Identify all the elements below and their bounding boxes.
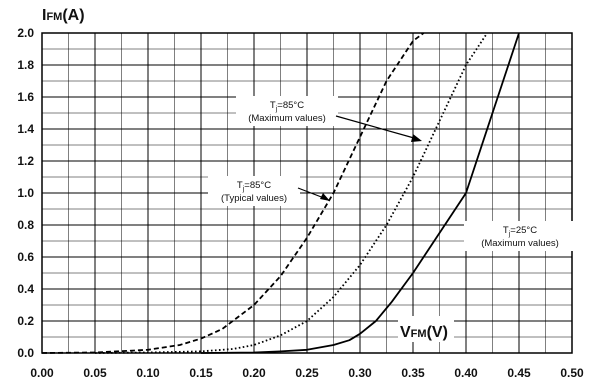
x-tick-label: 0.20: [242, 366, 266, 380]
y-axis-label: IFM(A): [42, 7, 85, 24]
series-dashed-line: [41, 32, 425, 354]
annotation-typical-85-sub: (Typical values): [221, 193, 287, 204]
x-tick-label: 0.05: [83, 366, 107, 380]
plot-frame: [41, 32, 573, 354]
annotation-typical-85-temp: =85°C: [244, 180, 271, 191]
x-tick-label: 0.10: [136, 366, 160, 380]
x-axis-label: VFM(V): [400, 324, 448, 341]
y-tick-label: 1.2: [17, 154, 34, 168]
annotation-maximum-85-temp: =85°C: [277, 100, 304, 111]
y-tick-label: 1.8: [17, 58, 34, 72]
axis-ticks: 0.00 0.05 0.10 0.15 0.20 0.25 0.30 0.35 0.40 0.45…: [17, 26, 584, 380]
y-tick-label: 0.0: [17, 346, 34, 360]
x-tick-label: 0.15: [189, 366, 213, 380]
series-curves: [41, 32, 520, 354]
x-tick-label: 0.00: [30, 366, 54, 380]
x-tick-label: 0.50: [560, 366, 584, 380]
annotation-maximum-85: Tj=85°C (Maximum values): [236, 96, 422, 142]
annotation-typical-85: Tj=85°C (Typical values): [208, 176, 330, 206]
y-tick-label: 1.4: [17, 122, 34, 136]
y-tick-label: 0.8: [17, 218, 34, 232]
x-tick-label: 0.40: [454, 366, 478, 380]
x-label-background: [398, 316, 454, 342]
y-tick-label: 0.2: [17, 314, 34, 328]
x-tick-label: 0.30: [348, 366, 372, 380]
arrowhead-icon: [320, 193, 330, 201]
x-tick-label: 0.35: [401, 366, 425, 380]
arrowhead-icon: [411, 134, 422, 142]
annotation-maximum-85-arrow: [335, 115, 415, 139]
y-tick-label: 0.4: [17, 282, 34, 296]
y-tick-label: 2.0: [17, 26, 34, 40]
annotation-maximum-25-sub: (Maximum values): [481, 238, 559, 249]
annotation-maximum-25: Tj=25°C (Maximum values): [464, 221, 576, 251]
annotation-typical-85-title: Tj=85°C: [237, 180, 271, 193]
x-tick-label: 0.45: [507, 366, 531, 380]
annotation-maximum-85-title: Tj=85°C: [270, 100, 304, 113]
y-tick-label: 1.0: [17, 186, 34, 200]
annotation-typical-85-arrow: [297, 187, 325, 199]
series-dotted-line: [94, 32, 488, 354]
y-tick-label: 1.6: [17, 90, 34, 104]
y-tick-label: 0.6: [17, 250, 34, 264]
series-solid-line: [200, 32, 520, 354]
annotation-maximum-25-temp: =25°C: [510, 225, 537, 236]
plot-grid: [41, 32, 573, 354]
annotation-maximum-85-sub: (Maximum values): [248, 113, 326, 124]
annotation-maximum-25-title: Tj=25°C: [503, 225, 537, 238]
x-tick-label: 0.25: [295, 366, 319, 380]
